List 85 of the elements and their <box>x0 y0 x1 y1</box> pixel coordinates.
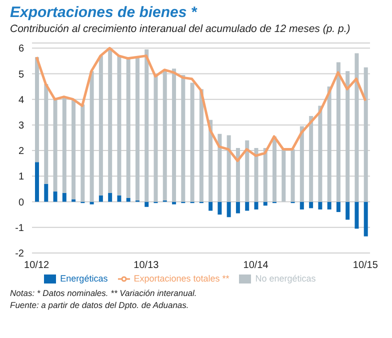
source-note: Fuente: a partir de datos del Dpto. de Aduanas. <box>10 299 190 311</box>
bar <box>72 99 76 200</box>
bar <box>245 202 250 211</box>
legend-label: Energéticas <box>60 273 108 284</box>
bar <box>144 202 149 207</box>
legend-label: No energéticas <box>255 273 316 284</box>
bar <box>336 202 340 212</box>
bar <box>108 192 112 202</box>
y-tick-label: 3 <box>18 120 24 132</box>
bar <box>318 106 322 202</box>
y-tick-label: 4 <box>18 94 24 106</box>
bar <box>35 162 39 202</box>
bar <box>218 134 222 202</box>
bar <box>144 49 149 202</box>
bar <box>208 202 213 211</box>
bar <box>300 202 304 210</box>
bar <box>318 202 322 210</box>
bar <box>172 202 176 204</box>
y-tick-label: 0 <box>18 197 24 208</box>
bar <box>309 202 314 208</box>
bar <box>218 202 222 215</box>
y-tick-label: -1 <box>15 222 24 234</box>
bar <box>263 148 268 202</box>
bar <box>208 120 213 202</box>
bar <box>236 202 240 214</box>
x-tick-label: 10/15 <box>352 260 378 272</box>
line-series <box>35 46 367 162</box>
bar <box>44 84 48 184</box>
bar <box>117 56 122 196</box>
bar <box>98 195 103 202</box>
bar <box>80 104 85 202</box>
y-tick-label: 2 <box>18 146 24 158</box>
bar <box>90 202 94 204</box>
bar <box>346 202 350 220</box>
text: Notas: * Datos nominales. ** Variación interanual. <box>10 287 198 299</box>
bar <box>364 202 368 236</box>
bar <box>254 148 258 202</box>
bar <box>226 202 231 218</box>
legend-label: Exportaciones totales ** <box>134 273 230 284</box>
bar <box>117 195 122 202</box>
bar <box>199 89 204 202</box>
bar <box>245 140 250 202</box>
bar <box>354 202 359 229</box>
bar <box>327 86 332 202</box>
bar <box>126 58 130 198</box>
chart-subtitle: Contribución al crecimiento interanual del acumulado de 12 meses (p. p.) <box>10 23 352 35</box>
bar <box>190 82 194 202</box>
bar <box>53 192 58 202</box>
y-tick-label: 5 <box>18 69 24 80</box>
bar <box>44 184 48 202</box>
bar <box>346 71 350 202</box>
bar <box>62 192 66 202</box>
bar <box>72 199 76 202</box>
bar <box>290 149 295 202</box>
bar <box>226 135 231 202</box>
y-tick-label: 6 <box>18 44 24 55</box>
bar <box>254 202 258 210</box>
bar <box>162 71 167 200</box>
x-tick-label: 10/13 <box>134 260 160 272</box>
bar <box>327 202 332 210</box>
bar <box>236 148 240 202</box>
x-tick-label: 10/14 <box>243 260 269 272</box>
bar <box>53 99 58 192</box>
bar <box>272 136 277 202</box>
bar <box>336 62 340 202</box>
bar <box>282 149 286 202</box>
bar <box>62 98 66 193</box>
chart-title: Exportaciones de bienes * <box>10 4 198 21</box>
bar <box>90 71 94 202</box>
y-tick-label: -2 <box>15 248 24 260</box>
bar <box>309 116 314 202</box>
y-tick-label: 1 <box>18 172 24 183</box>
bar <box>126 198 130 202</box>
bar <box>135 57 140 200</box>
bar <box>98 56 103 196</box>
bar <box>35 57 39 162</box>
bar <box>300 126 304 202</box>
bar <box>108 48 112 193</box>
bar <box>154 75 158 202</box>
bar <box>263 202 268 206</box>
bar <box>364 67 368 202</box>
bar <box>181 75 186 202</box>
bar <box>172 68 176 202</box>
x-tick-label: 10/12 <box>24 260 50 272</box>
bar <box>354 53 359 202</box>
